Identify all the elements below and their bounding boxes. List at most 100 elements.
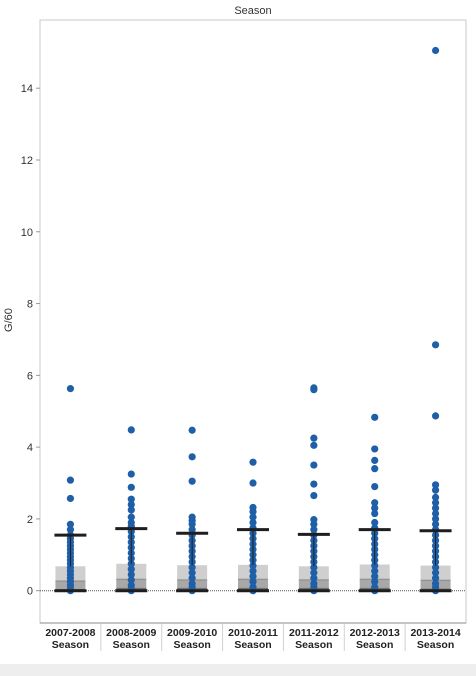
data-point [188,426,196,434]
data-point [431,341,440,349]
data-point [371,465,379,473]
category-label-line2: Season [417,639,454,651]
data-point [249,578,257,586]
data-point [431,504,440,512]
data-point [431,412,440,420]
chart-title: Season [234,5,271,17]
category-label-line2: Season [295,639,332,651]
data-point [66,476,75,484]
y-tick-label: 14 [21,83,33,95]
data-point [249,572,257,580]
data-point [127,506,135,514]
category-label-line2: Season [356,639,393,651]
data-point [371,578,379,586]
y-tick-label: 12 [21,155,33,167]
data-point [431,569,440,577]
data-point [431,46,440,55]
category-label: 2008-2009 [106,627,156,639]
category-label: 2012-2013 [350,627,400,639]
data-point [188,563,196,571]
y-tick-label: 10 [21,227,33,239]
data-point [188,477,196,485]
data-point [371,413,379,421]
data-point [127,513,135,521]
data-point [371,567,379,575]
data-point [127,576,135,584]
data-point [310,526,318,534]
data-point [431,509,440,518]
data-point [127,570,135,579]
data-point [431,481,440,489]
whisker-layer [54,527,452,593]
data-point [249,518,257,527]
y-tick-label: 0 [27,586,33,598]
category-label-line2: Season [52,639,89,651]
data-point [249,513,257,521]
data-point [371,456,379,465]
data-point [249,458,257,466]
data-point [371,509,379,518]
data-point [310,563,318,571]
data-point [431,563,440,571]
data-point [431,520,440,528]
y-tick-label: 4 [27,442,33,454]
data-point [188,569,196,577]
y-axis-title: G/60 [3,308,15,332]
data-point [188,520,196,528]
category-label: 2007-2008 [45,627,95,639]
category-label: 2013-2014 [410,627,460,639]
data-point [371,504,379,512]
category-label: 2010-2011 [228,627,278,639]
data-point [431,515,440,523]
data-point [66,520,75,528]
data-point [431,499,440,507]
category-label-line2: Season [234,639,271,651]
data-point [249,508,257,516]
data-point [310,491,318,500]
y-tick-label: 6 [27,370,33,382]
category-label: 2011-2012 [289,627,339,639]
category-label: 2009-2010 [167,627,217,639]
data-point [127,565,135,573]
data-point [310,480,318,488]
data-point [249,479,257,487]
data-point [66,526,75,534]
y-tick-label: 2 [27,514,33,526]
data-point [249,567,257,575]
data-point [371,561,379,570]
category-label-line2: Season [173,639,210,651]
data-point [310,461,318,469]
data-point [127,495,135,503]
y-tick-label: 8 [27,299,33,311]
data-point [371,499,379,507]
x-axis-labels: 2007-2008Season2008-2009Season2009-2010S… [45,623,461,651]
data-point [431,574,440,582]
data-point [310,574,318,582]
bottom-scrollbar-strip[interactable] [0,664,476,676]
data-point [310,386,318,394]
data-point [310,434,318,442]
data-point [371,518,379,527]
data-point [310,569,318,577]
data-point [431,493,440,501]
data-point [188,453,196,461]
data-point [127,470,135,478]
data-point [66,385,75,393]
data-point [127,483,135,491]
data-point [249,561,257,570]
data-point [127,426,135,434]
y-axis: 0 2 4 6 8 10 12 14 [21,83,40,598]
data-point [371,445,379,453]
data-point [188,574,196,582]
data-point [127,500,135,509]
data-point [431,486,440,494]
data-point [310,441,318,449]
category-label-line2: Season [113,639,150,651]
data-point [188,526,196,534]
data-point [371,572,379,580]
data-point [371,483,379,491]
data-point [66,494,75,503]
data-point [310,520,318,528]
